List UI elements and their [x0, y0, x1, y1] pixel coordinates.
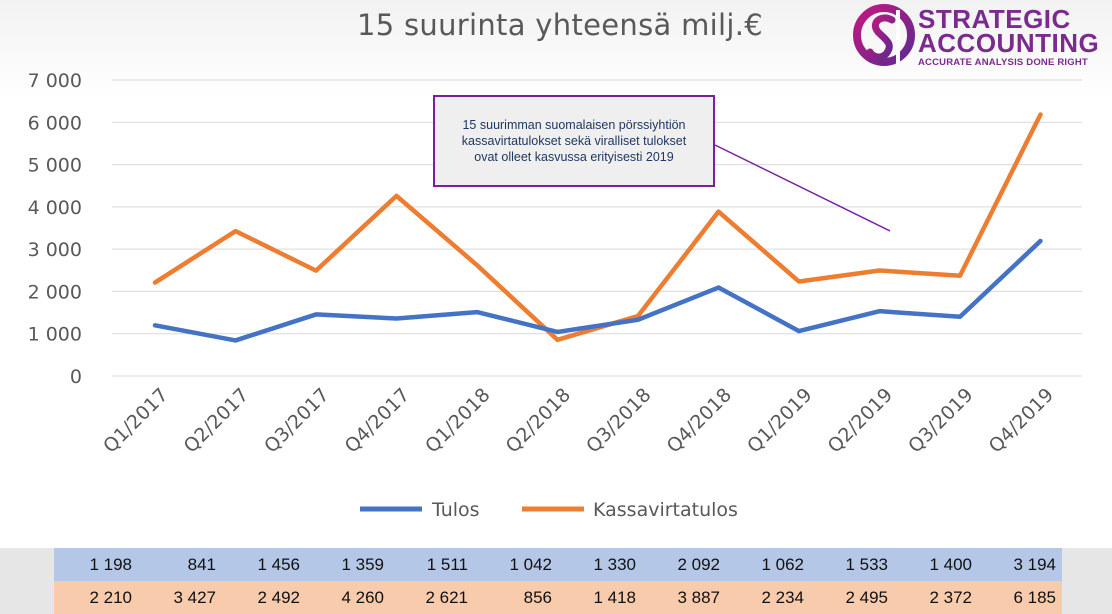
- logo-text-accounting: ACCOUNTING: [918, 28, 1100, 58]
- table-cell: 1 511: [426, 555, 468, 574]
- x-tick-label: Q3/2017: [260, 384, 333, 457]
- table-cell: 1 400: [929, 555, 972, 574]
- y-tick-label: 7 000: [28, 70, 82, 92]
- table-cell: 1 456: [257, 555, 300, 574]
- y-tick-label: 2 000: [28, 281, 82, 303]
- table-cell: 1 062: [761, 555, 804, 574]
- table-cell: 3 194: [1013, 555, 1056, 574]
- x-tick-label: Q2/2019: [824, 384, 897, 457]
- table-cell: 2 372: [929, 588, 972, 607]
- logo-mark-icon: [853, 4, 915, 66]
- x-tick-label: Q4/2017: [341, 384, 414, 457]
- table-cell: 3 887: [677, 588, 720, 607]
- data-table: 1 198 841 1 456 1 359 1 511 1 042 1 330 2 092 1 …: [0, 548, 1112, 614]
- y-tick-label: 5 000: [28, 155, 82, 177]
- table-cell: 2 495: [845, 588, 888, 607]
- logo-text-strategic: STRATEGIC: [918, 4, 1071, 34]
- x-axis-ticks: Q1/2017 Q2/2017 Q3/2017 Q4/2017 Q1/2018 Q2/20…: [99, 384, 1058, 457]
- x-tick-label: Q4/2019: [985, 384, 1058, 457]
- series-line-tulos: [152, 238, 1043, 343]
- table-cell: 2 621: [425, 588, 468, 607]
- chart-title: 15 suurinta yhteensä milj.€: [357, 8, 763, 42]
- table-row-kassavirtatulos: 2 210 3 427 2 492 4 260 2 621 856 1 418 3 887 2 …: [54, 581, 1062, 614]
- x-tick-label: Q1/2019: [743, 384, 816, 457]
- callout-box: 15 suurimman suomalaisen pörssiyhtiön ka…: [433, 95, 715, 187]
- table-cell: 4 260: [341, 588, 384, 607]
- y-tick-label: 0: [70, 366, 82, 388]
- table-cell: 841: [187, 555, 216, 574]
- y-tick-label: 4 000: [28, 197, 82, 219]
- table-cell: 1 198: [89, 555, 132, 574]
- table-row-tulos: 1 198 841 1 456 1 359 1 511 1 042 1 330 2 092 1 …: [54, 548, 1062, 581]
- x-tick-label: Q1/2017: [99, 384, 172, 457]
- chart-legend: Tulos Kassavirtatulos: [360, 499, 738, 521]
- legend-label: Tulos: [431, 499, 480, 521]
- x-tick-label: Q3/2018: [582, 384, 655, 457]
- chart-series: [152, 112, 1043, 343]
- table-cell: 1 330: [593, 555, 636, 574]
- x-tick-label: Q2/2018: [502, 384, 575, 457]
- x-tick-label: Q1/2018: [421, 384, 494, 457]
- table-cell: 856: [523, 588, 552, 607]
- table-cell: 2 492: [257, 588, 300, 607]
- callout-text: 15 suurimman suomalaisen pörssiyhtiön ka…: [461, 118, 687, 164]
- line-chart: 7 000 6 000 5 000 4 000 3 000 2 000 1 000 0 Q1/…: [28, 70, 1082, 521]
- y-tick-label: 3 000: [28, 239, 82, 261]
- table-cell: 3 427: [173, 588, 216, 607]
- strategic-accounting-logo: STRATEGIC ACCOUNTING ACCURATE ANALYSIS D…: [852, 2, 1099, 70]
- table-cell: 1 359: [341, 555, 384, 574]
- table-cell: 1 042: [509, 555, 552, 574]
- table-cell: 1 418: [593, 588, 636, 607]
- y-tick-label: 6 000: [28, 112, 82, 134]
- x-tick-label: Q3/2019: [904, 384, 977, 457]
- table-cell: 2 092: [677, 555, 720, 574]
- table-cell: 2 210: [89, 588, 132, 607]
- callout-pointer-line: [714, 144, 891, 232]
- table-cell: 1 533: [845, 555, 888, 574]
- table-cell: 6 185: [1013, 588, 1056, 607]
- table-cell: 2 234: [761, 588, 804, 607]
- legend-label: Kassavirtatulos: [593, 499, 738, 521]
- y-tick-label: 1 000: [28, 324, 82, 346]
- x-tick-label: Q4/2018: [663, 384, 736, 457]
- x-tick-label: Q2/2017: [180, 384, 253, 457]
- y-axis-ticks: 7 000 6 000 5 000 4 000 3 000 2 000 1 000 0: [28, 70, 82, 388]
- logo-tagline: ACCURATE ANALYSIS DONE RIGHT: [918, 57, 1088, 68]
